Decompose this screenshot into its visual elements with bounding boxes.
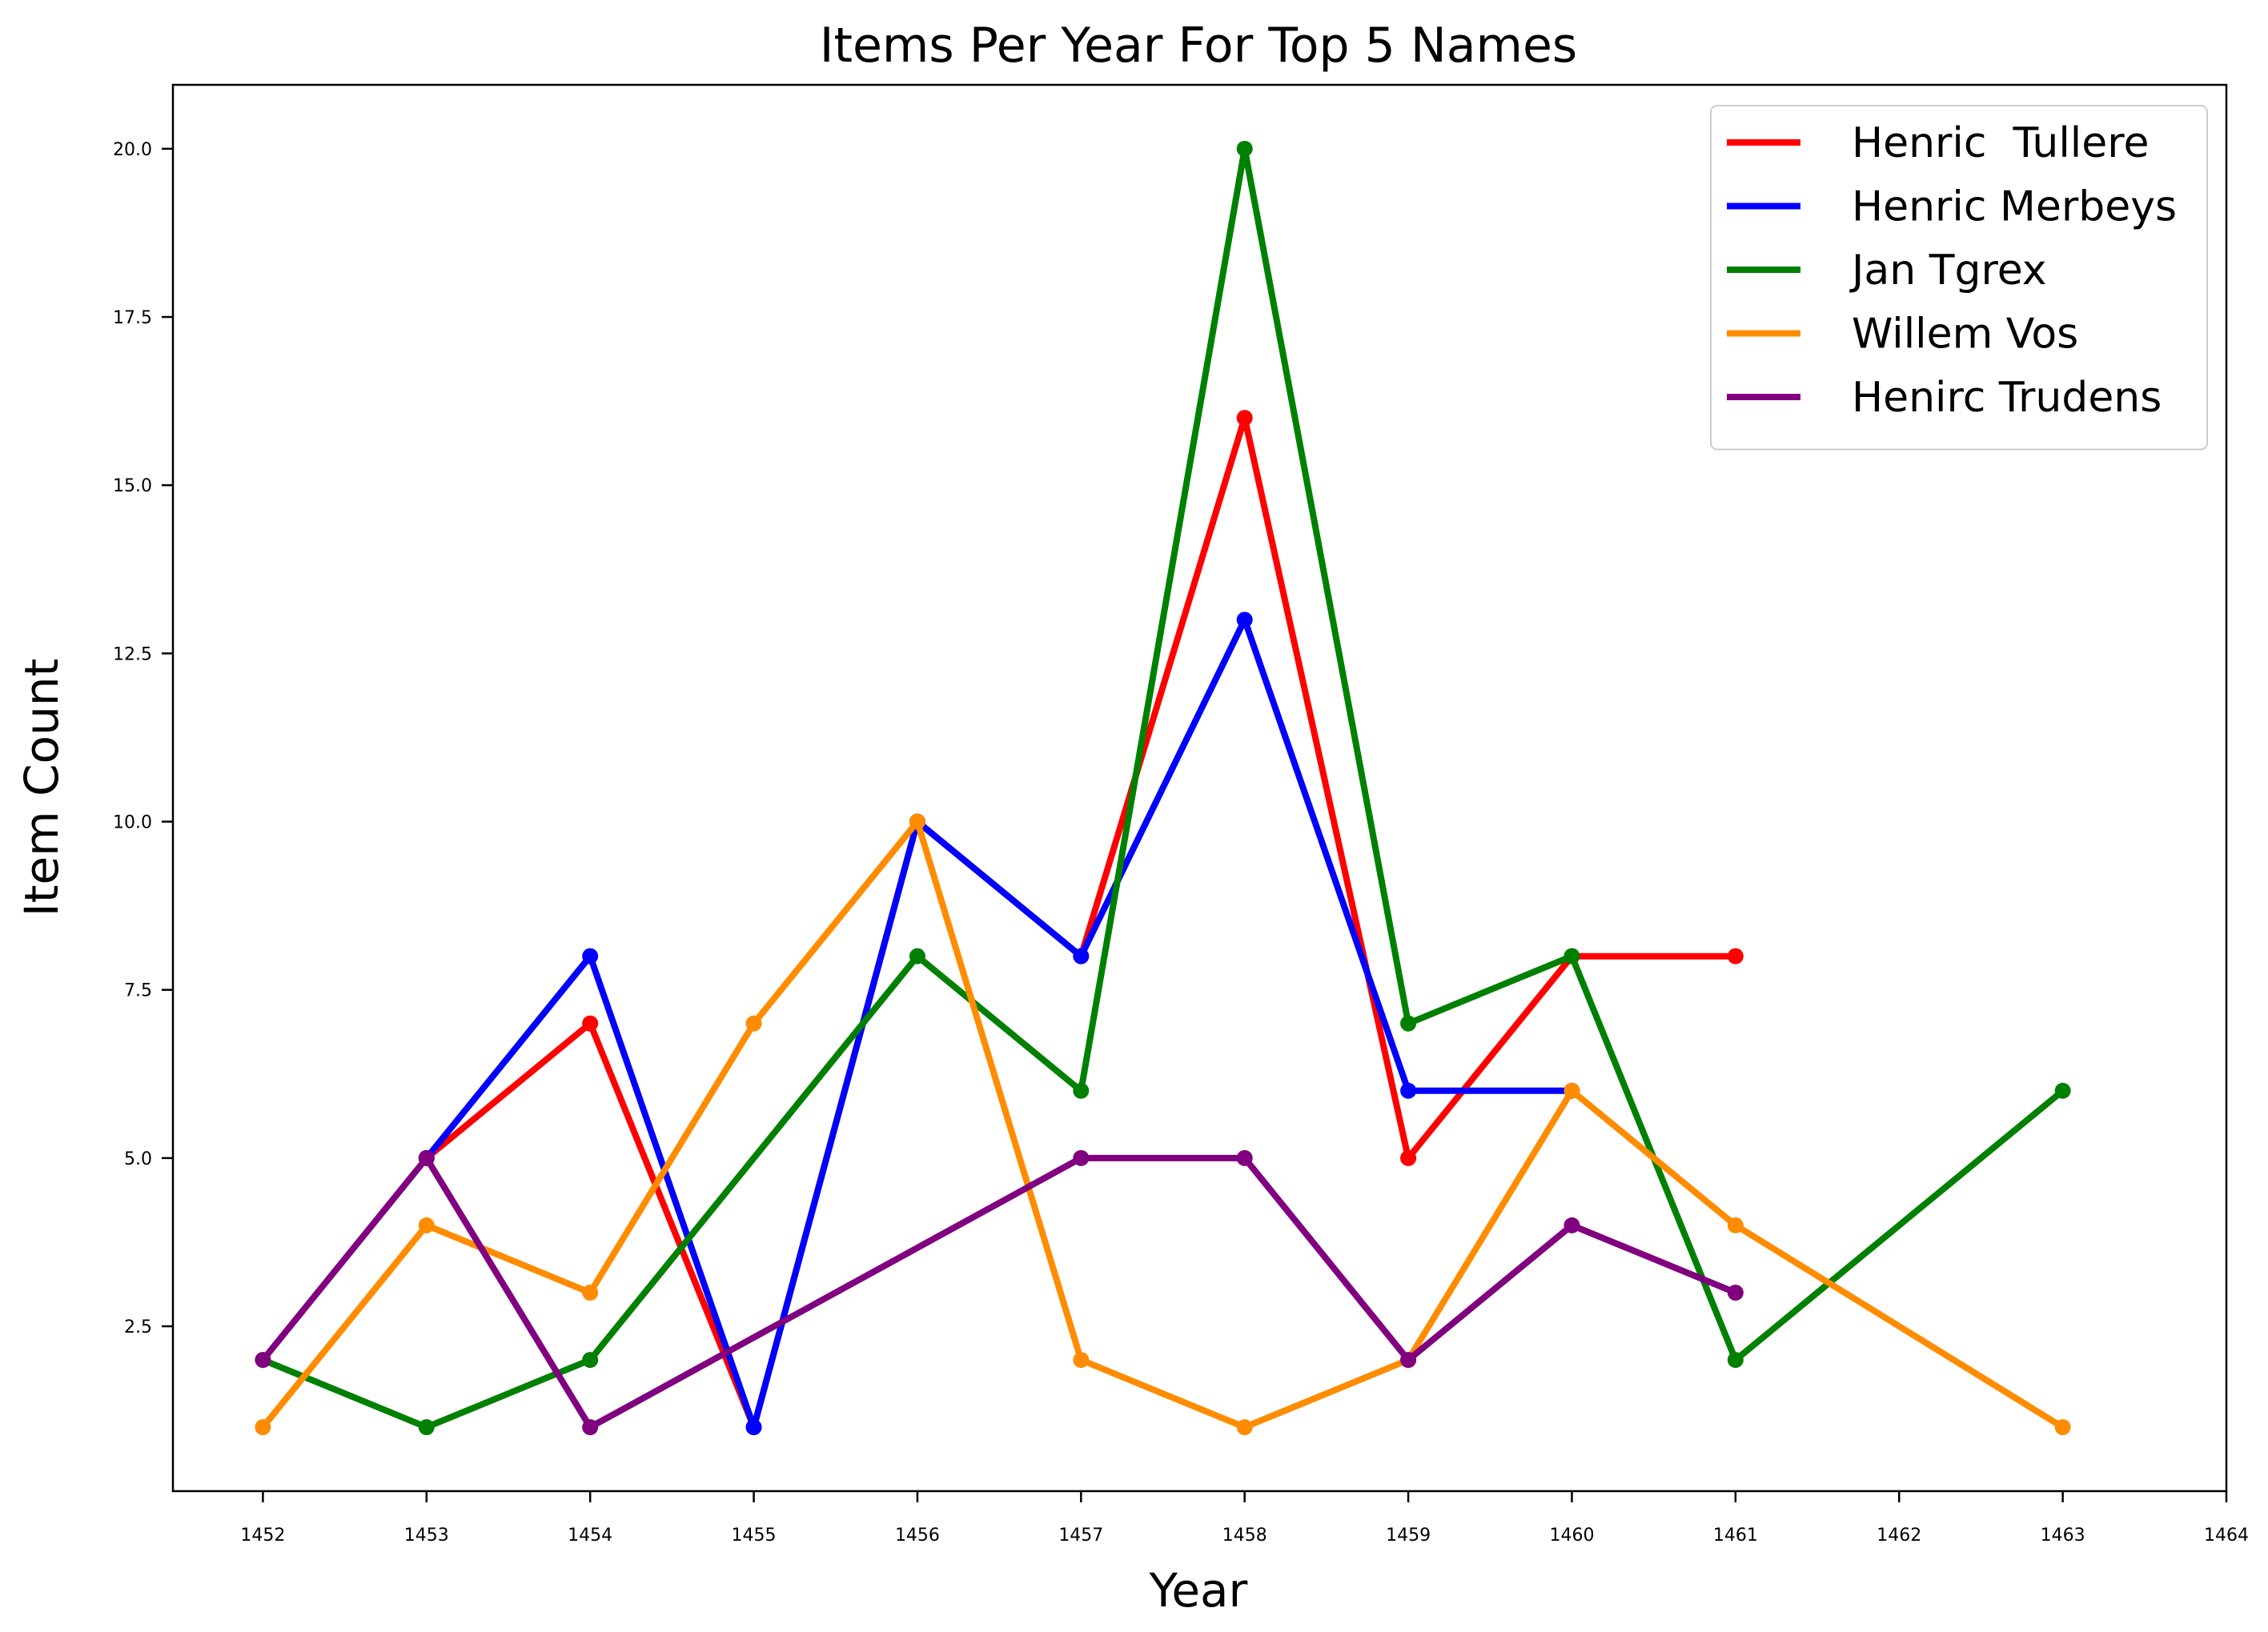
data-point [255,1419,271,1436]
x-tick-label: 1461 [1713,1526,1758,1546]
x-axis-label: Year [1149,1563,1248,1618]
data-point [1073,1352,1090,1369]
data-point [255,1352,271,1369]
legend-label: Jan Tgrex [1849,247,2047,295]
data-point [1727,948,1744,964]
data-point [1236,1419,1253,1436]
data-point [1073,1082,1090,1099]
chart-title: Items Per Year For Top 5 Names [820,18,1577,74]
legend-item: Jan Tgrex [1727,247,2047,295]
legend-item: Willem Vos [1727,311,2078,359]
data-point [1236,611,1253,628]
legend-label: Henric Merbeys [1852,183,2177,231]
data-point [582,1419,599,1436]
x-tick-label: 1463 [2041,1526,2085,1546]
legend-label: Willem Vos [1852,311,2078,359]
x-tick-label: 1452 [240,1526,285,1546]
data-point [745,1015,762,1032]
series-henric-merbeys [418,611,1580,1436]
data-point [1400,1015,1417,1032]
data-point [582,1352,599,1369]
x-tick-label: 1457 [1058,1526,1103,1546]
legend-item: Henric Merbeys [1727,183,2177,231]
data-point [1236,140,1253,157]
data-point [418,1419,435,1436]
x-tick-label: 1453 [404,1526,449,1546]
data-point [1727,1352,1744,1369]
data-point [1236,410,1253,427]
data-point [909,948,925,964]
plot-frame [171,83,2228,1493]
x-tick-label: 1462 [1877,1526,1921,1546]
x-tick-label: 1454 [568,1526,612,1546]
y-tick-label: 12.5 [113,644,152,664]
y-tick-label: 15.0 [113,476,152,496]
x-tick-label: 1456 [895,1526,940,1546]
data-point [1236,1149,1253,1166]
legend-label: Henirc Trudens [1852,374,2162,422]
data-point [1727,1217,1744,1233]
axes-layer: 1452 1453 1454 1455 1456 1457 1458 1459 1460 1461… [113,140,2249,1546]
legend-item: Henric Tullere [1727,119,2149,167]
data-point [1073,1149,1090,1166]
data-point [1564,948,1580,964]
data-point [582,1015,599,1032]
data-point [418,1217,435,1233]
legend-box [1710,105,2208,451]
series-henirc-trudens [255,1149,1744,1436]
data-point [1564,1082,1580,1099]
data-point [1400,1352,1417,1369]
y-axis-label: Item Count [14,659,69,917]
legend-label: Henric Tullere [1852,119,2149,167]
data-point [2054,1419,2071,1436]
data-point [745,1419,762,1436]
data-point [1073,948,1090,964]
data-point [909,813,925,830]
data-point [1727,1285,1744,1301]
y-tick-label: 10.0 [113,813,152,833]
x-tick-label: 1460 [1549,1526,1594,1546]
data-point [2054,1082,2071,1099]
x-tick-label: 1464 [2204,1526,2249,1546]
legend-item: Henirc Trudens [1727,374,2162,422]
data-point [1564,1217,1580,1233]
data-point [418,1149,435,1166]
series-layer [255,140,2071,1436]
data-point [582,948,599,964]
series-line-henirc-trudens [259,1154,1739,1431]
y-tick-label: 5.0 [124,1149,152,1169]
y-tick-label: 7.5 [124,981,152,1001]
y-tick-label: 20.0 [113,140,152,160]
x-tick-label: 1455 [732,1526,777,1546]
x-tick-label: 1458 [1222,1526,1267,1546]
y-tick-label: 2.5 [124,1317,152,1337]
data-point [582,1285,599,1301]
data-point [1400,1082,1417,1099]
x-tick-label: 1459 [1386,1526,1431,1546]
series-line-henric-merbeys [423,616,1576,1431]
data-point [1400,1149,1417,1166]
y-tick-label: 17.5 [113,308,152,328]
legend: Henric Tullere Henric Merbeys Jan Tgrex Wil… [1710,105,2208,451]
